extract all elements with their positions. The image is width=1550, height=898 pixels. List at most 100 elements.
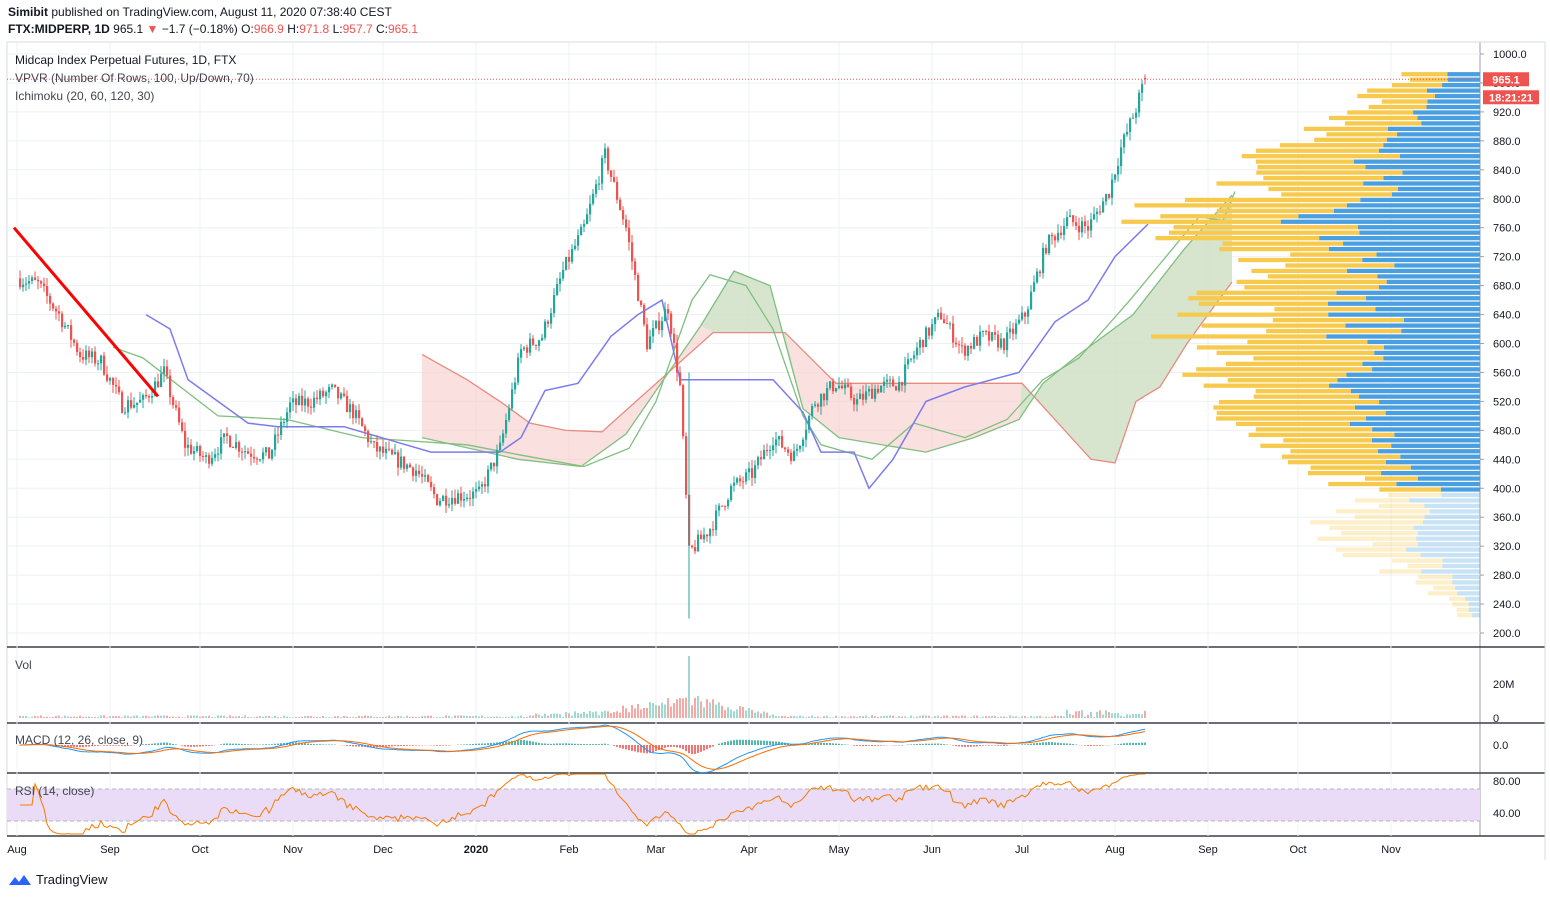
macd-histogram-bar xyxy=(868,745,870,746)
candle-body xyxy=(391,449,394,455)
price-tick-label: 280.0 xyxy=(1493,570,1521,582)
volume-bar xyxy=(253,717,255,718)
macd-histogram-bar xyxy=(568,743,570,745)
macd-histogram-bar xyxy=(880,745,882,746)
time-axis[interactable]: Aug Sep Oct Nov Dec 2020 Feb Mar Apr May Jun Jul Aug… xyxy=(7,844,1401,856)
volume-bar xyxy=(781,715,783,718)
volume-bar xyxy=(901,716,903,718)
candle-body xyxy=(736,478,739,483)
candle-body xyxy=(940,312,943,320)
candle-body xyxy=(724,505,727,507)
volume-bar xyxy=(841,716,843,718)
volume-bar xyxy=(676,699,678,718)
volume-bar xyxy=(589,711,591,718)
candle-body xyxy=(928,327,931,336)
candle-body xyxy=(709,529,712,537)
candles xyxy=(19,74,1147,619)
vpvr-bar-up xyxy=(1333,208,1480,213)
macd-histogram-bar xyxy=(241,743,243,745)
volume-bar xyxy=(628,712,630,718)
publisher-name: Simibit xyxy=(8,5,49,19)
volume-bar xyxy=(907,717,909,718)
volume-bar xyxy=(166,715,168,718)
candle-body xyxy=(460,493,463,501)
candle-body xyxy=(88,350,91,358)
macd-histogram-bar xyxy=(1138,742,1140,745)
macd-histogram-bar xyxy=(835,743,837,745)
macd-histogram-bar xyxy=(1051,742,1053,745)
volume-bar xyxy=(85,716,87,718)
vpvr-bar-up xyxy=(1375,307,1480,312)
volume-bar xyxy=(52,717,54,718)
macd-histogram-bar xyxy=(349,745,351,747)
tradingview-brand[interactable]: TradingView xyxy=(8,872,108,887)
candle-body xyxy=(223,433,226,438)
candle-body xyxy=(565,257,568,270)
volume-bar xyxy=(319,716,321,718)
volume-bar xyxy=(490,716,492,718)
trendline[interactable] xyxy=(12,226,160,398)
price-tick-label: 840.0 xyxy=(1493,165,1521,177)
candle-body xyxy=(754,465,757,478)
volume-bar xyxy=(442,716,444,718)
price-tick-label: 360.0 xyxy=(1493,512,1521,524)
macd-histogram-bar xyxy=(1084,745,1086,746)
vpvr-bar-down xyxy=(1255,389,1351,394)
macd-histogram-bar xyxy=(73,745,75,747)
volume-bar xyxy=(982,716,984,718)
macd-histogram-bar xyxy=(769,741,771,745)
candle-body xyxy=(637,274,640,301)
low-label: L: xyxy=(332,22,343,36)
volume-bar xyxy=(868,717,870,718)
vpvr-bar-down xyxy=(1347,110,1414,115)
volume-bar xyxy=(640,709,642,718)
volume-bar xyxy=(1060,715,1062,718)
countdown-tag: 18:21:21 xyxy=(1483,90,1539,105)
chart-canvas[interactable]: 1000.0960.0920.0880.0840.0800.0760.0720.… xyxy=(0,0,1550,870)
candle-body xyxy=(685,436,688,495)
volume-bar xyxy=(181,717,183,718)
macd-histogram-bar xyxy=(274,743,276,745)
candle-body xyxy=(400,456,403,468)
price-change: −1.7 (−0.18%) xyxy=(161,22,238,36)
candle-body xyxy=(706,534,709,537)
candle-body xyxy=(235,442,238,448)
candle-body xyxy=(826,388,829,401)
macd-histogram-bar xyxy=(964,745,966,748)
candle-body xyxy=(643,304,646,325)
macd-histogram-bar xyxy=(757,740,759,745)
vpvr-bar-down xyxy=(1391,558,1443,563)
vpvr-bar-up xyxy=(1346,372,1480,377)
volume-bar xyxy=(958,716,960,718)
macd-histogram-bar xyxy=(694,745,696,755)
volume-bar xyxy=(715,704,717,718)
price-axis[interactable]: 1000.0960.0920.0880.0840.0800.0760.0720.… xyxy=(1480,49,1527,640)
candle-body xyxy=(841,385,844,389)
macd-histogram-bar xyxy=(811,743,813,745)
candle-body xyxy=(379,446,382,452)
macd-histogram-bar xyxy=(829,742,831,745)
macd-histogram-bar xyxy=(682,745,684,750)
volume-bar xyxy=(364,715,366,718)
vpvr-bar-up xyxy=(1371,438,1480,443)
symbol-bar: FTX:MIDPERP, 1D 965.1 ▼ −1.7 (−0.18%) O:… xyxy=(8,22,418,36)
volume-bar xyxy=(46,716,48,718)
vpvr-bar-down xyxy=(1213,405,1355,410)
candle-body xyxy=(874,388,877,399)
volume-bar xyxy=(979,717,981,718)
volume-bar xyxy=(163,715,165,718)
macd-histogram-bar xyxy=(625,745,627,750)
vpvr-bar-up xyxy=(1362,361,1480,366)
candle-body xyxy=(478,486,481,490)
macd-histogram-bar xyxy=(982,745,984,746)
macd-histogram-bar xyxy=(169,743,171,745)
candle-body xyxy=(916,347,919,356)
volume-bar xyxy=(967,717,969,718)
cloud-fill-bullish xyxy=(1019,195,1232,463)
candle-body xyxy=(283,421,286,423)
volume-bar xyxy=(472,716,474,718)
macd-legend: MACD (12, 26, close, 9) xyxy=(15,733,143,747)
macd-histogram-bar xyxy=(187,745,189,747)
vpvr-bar-up xyxy=(1396,481,1480,487)
volume-bar xyxy=(1090,711,1092,718)
